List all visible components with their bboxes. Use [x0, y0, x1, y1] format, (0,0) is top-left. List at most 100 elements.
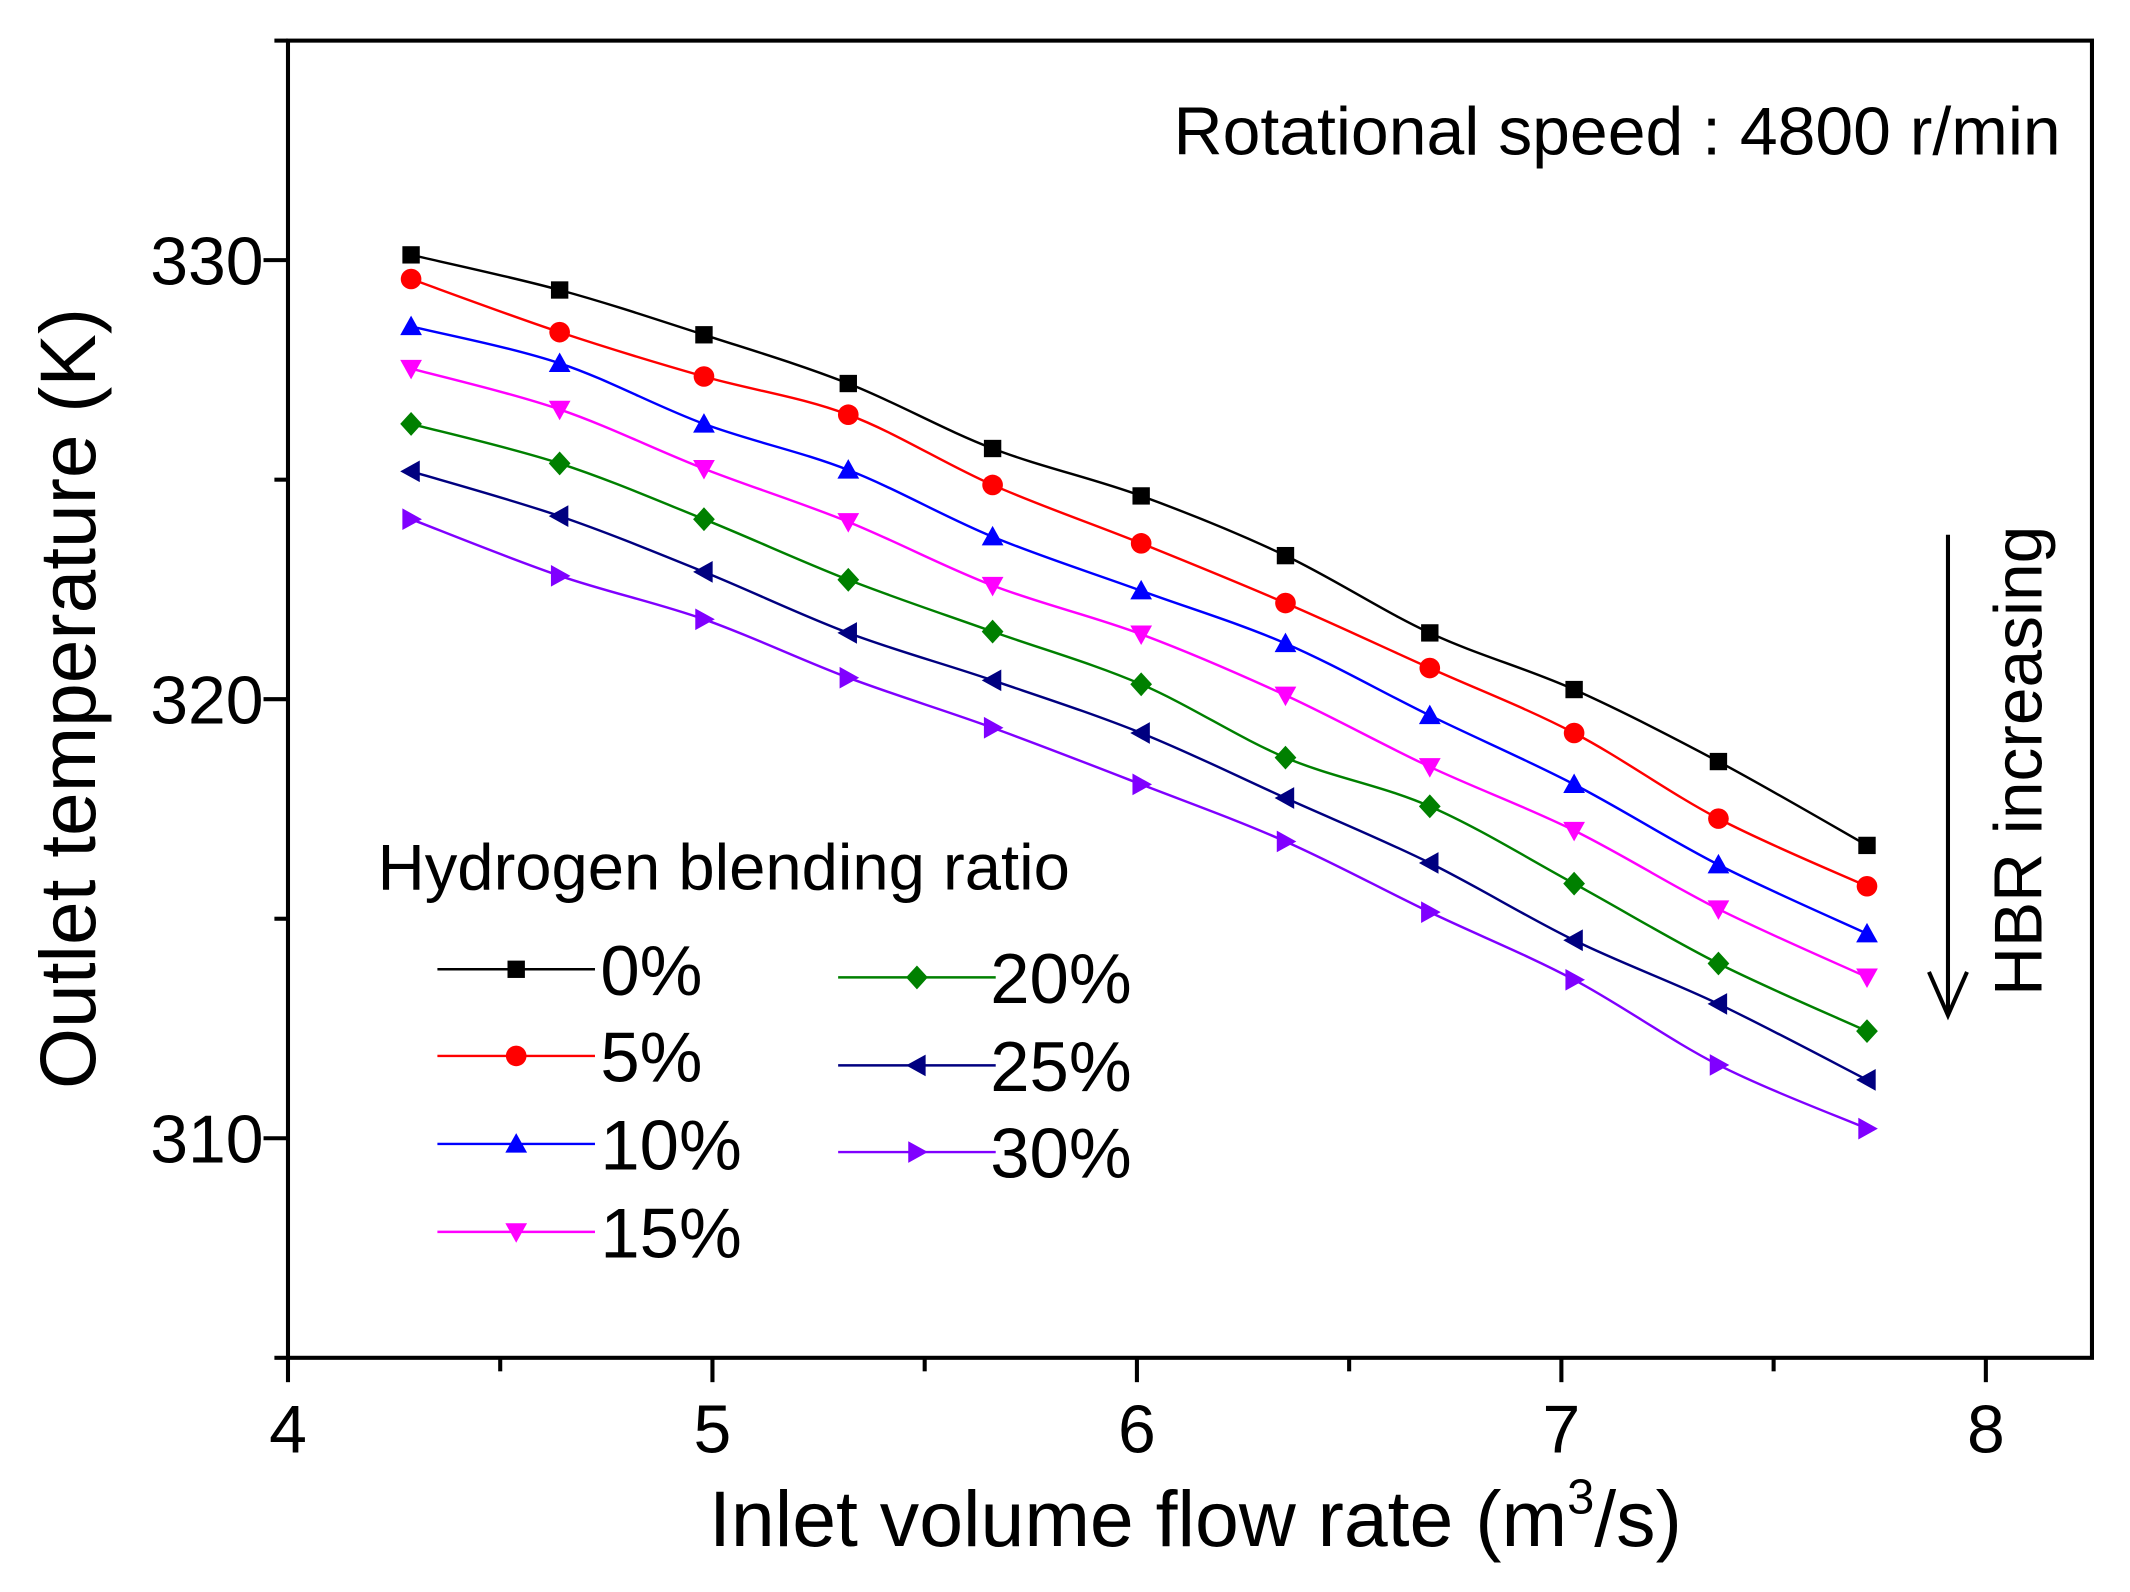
circle-marker: [1275, 592, 1296, 614]
triangle-down-marker: [1707, 900, 1730, 920]
x-tick-label: 8: [1967, 1393, 2005, 1468]
diamond-marker: [1856, 1019, 1878, 1044]
triangle-down-marker: [400, 359, 422, 380]
circle-marker: [1563, 722, 1585, 744]
triangle-up-marker: [1418, 704, 1441, 725]
series-5-percent: [400, 268, 1878, 897]
series-group: [400, 246, 1878, 1140]
legend-item: 20%: [838, 939, 1132, 1018]
series-25-percent: [400, 460, 1876, 1091]
circle-marker: [693, 366, 715, 387]
square-marker: [1565, 680, 1583, 699]
diamond-marker: [1563, 871, 1585, 896]
x-tick-label: 6: [1118, 1393, 1156, 1468]
circle-marker: [1130, 533, 1152, 554]
square-marker: [402, 246, 420, 264]
triangle-left-marker: [837, 622, 857, 644]
triangle-left-marker: [906, 1054, 926, 1077]
series-0-percent: [402, 246, 1876, 855]
series-20-percent: [400, 412, 1878, 1044]
x-tick-label: 7: [1542, 1393, 1580, 1468]
diamond-marker: [1274, 745, 1297, 770]
triangle-right-marker: [1421, 901, 1441, 923]
triangle-right-marker: [839, 666, 860, 689]
triangle-right-marker: [1858, 1117, 1878, 1140]
triangle-left-marker: [1707, 993, 1728, 1015]
square-marker: [983, 439, 1002, 458]
triangle-up-marker: [1130, 579, 1153, 600]
series-10-percent: [400, 315, 1878, 943]
legend-title: Hydrogen blending ratio: [378, 831, 1070, 904]
square-marker: [1858, 836, 1876, 855]
y-tick-label: 320: [150, 664, 263, 739]
triangle-right-marker: [1276, 830, 1297, 853]
triangle-down-marker: [1856, 968, 1878, 988]
series-15-percent: [400, 359, 1878, 988]
triangle-left-marker: [548, 505, 569, 527]
triangle-left-marker: [1563, 929, 1583, 952]
x-axis-title-tail: /s): [1594, 1475, 1682, 1563]
plot-frame: [285, 38, 2095, 1360]
legend-item: 15%: [437, 1194, 742, 1273]
triangle-right-marker: [695, 608, 715, 631]
triangle-up-marker: [400, 315, 422, 336]
square-marker: [1276, 546, 1295, 565]
triangle-right-marker: [1709, 1054, 1730, 1076]
legend-label: 15%: [600, 1194, 741, 1273]
triangle-right-marker: [1565, 968, 1585, 991]
hbr-increasing-label: HBR increasing: [1982, 526, 2057, 996]
circle-marker: [837, 404, 859, 425]
triangle-left-marker: [981, 669, 1002, 692]
circle-marker: [1708, 808, 1729, 829]
circle-marker: [505, 1045, 527, 1067]
legend-label: 0%: [600, 931, 702, 1010]
diamond-marker: [548, 451, 571, 476]
triangle-left-marker: [400, 460, 420, 483]
legend-item: 10%: [437, 1106, 742, 1185]
y-axis-title: Outlet temperature (K): [24, 308, 112, 1089]
legend-label: 30%: [990, 1114, 1131, 1193]
diamond-marker: [693, 507, 715, 532]
circle-marker: [982, 474, 1003, 496]
triangle-up-marker: [837, 459, 860, 479]
square-marker: [1709, 752, 1728, 771]
circle-marker: [400, 268, 422, 290]
y-tick-label: 310: [150, 1103, 263, 1178]
diamond-marker: [1130, 672, 1153, 697]
diamond-marker: [837, 567, 860, 592]
legend-label: 20%: [990, 939, 1131, 1018]
triangle-left-marker: [1856, 1069, 1876, 1091]
triangle-up-marker: [693, 413, 715, 433]
triangle-left-marker: [1418, 852, 1439, 874]
x-tick-label: 5: [694, 1393, 732, 1468]
triangle-right-marker: [908, 1141, 928, 1163]
triangle-down-marker: [693, 460, 715, 480]
triangle-right-marker: [983, 716, 1004, 739]
x-axis-title-sup: 3: [1567, 1471, 1594, 1525]
triangle-right-marker: [1132, 773, 1153, 796]
triangle-up-marker: [981, 525, 1004, 546]
legend: 0% 5% 10% 15% 20% 25% 30%: [437, 931, 1132, 1273]
legend-label: 25%: [990, 1027, 1131, 1106]
square-marker: [507, 960, 525, 978]
series-30-percent: [402, 508, 1878, 1140]
x-axis-title-main: Inlet volume flow rate (m: [709, 1475, 1567, 1563]
triangle-left-marker: [1274, 787, 1295, 809]
square-marker: [839, 374, 857, 393]
axis-ticks: 4 5 6 7 8 310 320 330: [150, 38, 2005, 1468]
series-line: [410, 277, 1868, 888]
legend-item: 25%: [838, 1027, 1132, 1106]
circle-marker: [1856, 875, 1878, 897]
triangle-up-marker: [548, 352, 571, 372]
annotation-rotational-speed: Rotational speed : 4800 r/min: [1174, 94, 2061, 169]
square-marker: [1421, 624, 1439, 642]
diamond-marker: [981, 619, 1004, 644]
diamond-marker: [1707, 951, 1730, 976]
triangle-up-marker: [1563, 773, 1585, 794]
x-axis-title: Inlet volume flow rate (m3/s): [709, 1471, 1682, 1563]
triangle-up-marker: [1274, 632, 1297, 653]
triangle-up-marker: [1856, 922, 1878, 943]
triangle-down-marker: [981, 576, 1004, 597]
triangle-down-marker: [1130, 625, 1153, 646]
